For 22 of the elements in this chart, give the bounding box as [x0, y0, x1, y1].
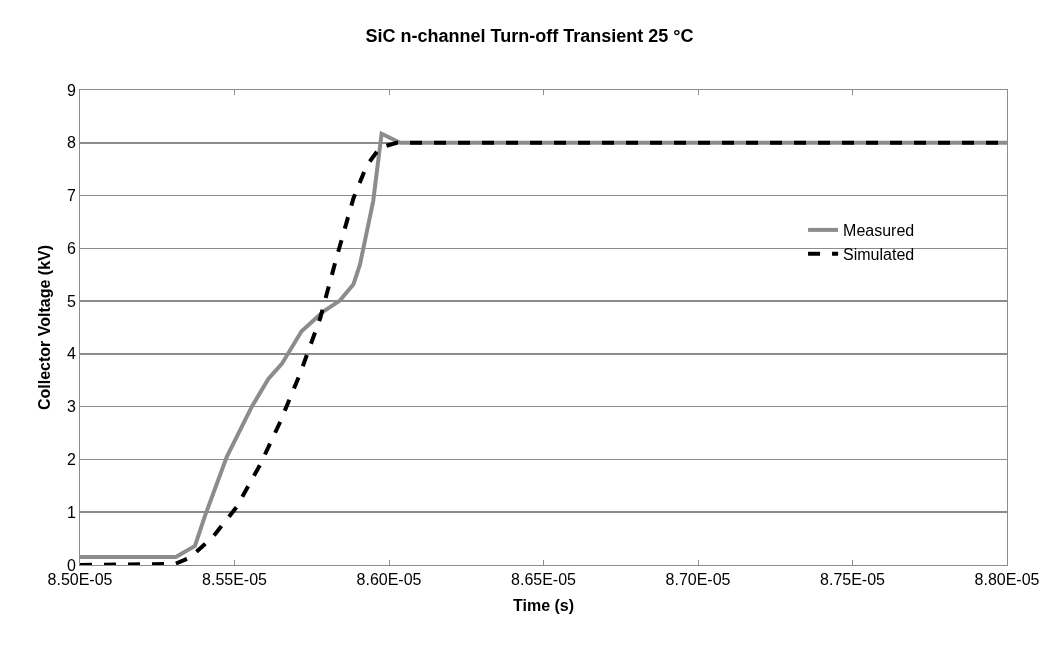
- y-tick-label: 8: [66, 134, 76, 152]
- x-tick-label: 8.65E-05: [511, 571, 577, 589]
- x-tick-label: 8.50E-05: [47, 571, 113, 589]
- y-tick-label: 1: [66, 503, 76, 521]
- chart-title: SiC n-channel Turn-off Transient 25 °C: [365, 26, 694, 47]
- y-tick-label: 6: [66, 239, 76, 257]
- y-tick-label: 5: [66, 292, 76, 310]
- y-tick-label: 7: [66, 187, 76, 205]
- x-tick-label: 8.75E-05: [820, 571, 886, 589]
- y-tick-label: 0: [66, 556, 76, 574]
- x-tick-label: 8.55E-05: [202, 571, 268, 589]
- y-tick-label: 3: [66, 398, 76, 416]
- x-tick-label: 8.70E-05: [665, 571, 731, 589]
- legend-label: Simulated: [843, 245, 915, 263]
- y-tick-label: 2: [66, 451, 76, 469]
- legend-label: Measured: [843, 222, 915, 240]
- x-axis-title: Time (s): [512, 596, 575, 614]
- y-tick-label: 9: [66, 81, 76, 99]
- x-tick-label: 8.80E-05: [974, 571, 1040, 589]
- x-tick-label: 8.60E-05: [356, 571, 422, 589]
- y-axis-title: Collector Voltage (kV): [35, 244, 53, 411]
- y-tick-label: 4: [66, 345, 76, 363]
